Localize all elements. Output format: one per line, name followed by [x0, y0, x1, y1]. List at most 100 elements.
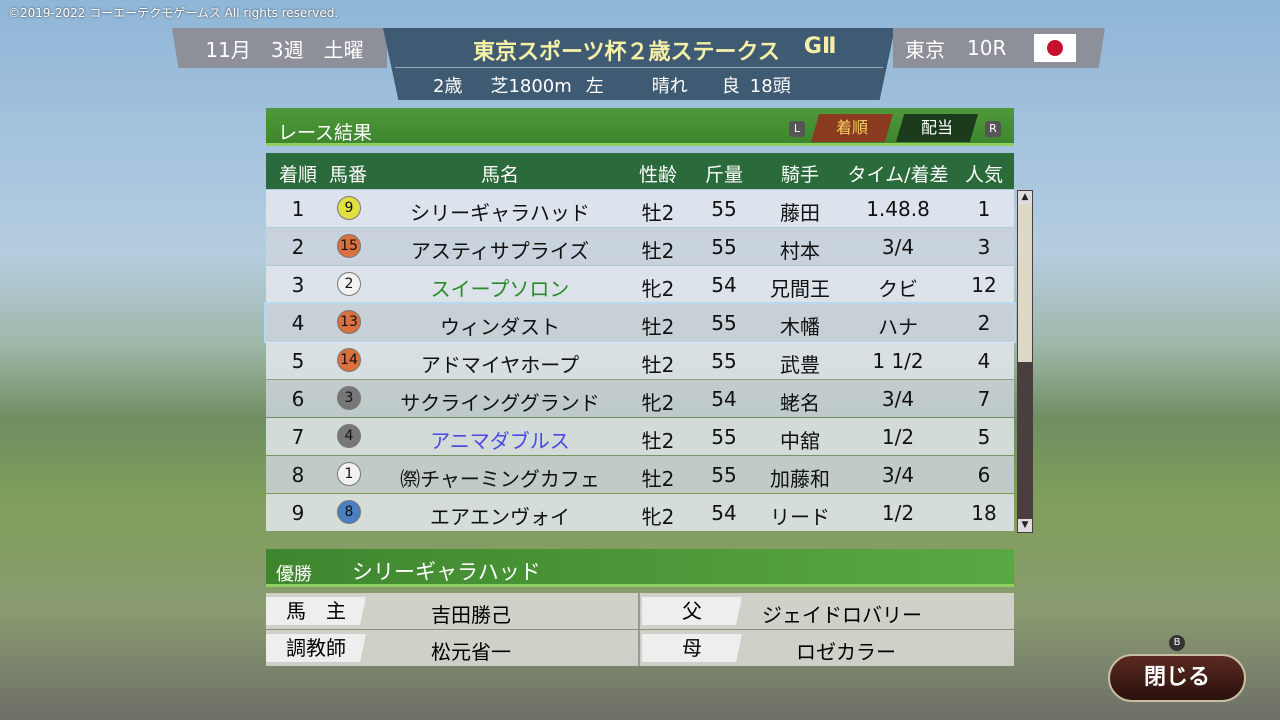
japan-flag-icon: [1034, 34, 1077, 62]
winner-name: シリーギャラハッド: [352, 560, 541, 584]
race-venue: 東京 10R: [893, 28, 1105, 68]
sex-age: 牝2: [641, 391, 675, 415]
horse-name: エアエンヴォイ: [430, 505, 570, 529]
time-margin: 3/4: [881, 235, 915, 259]
month: 11月: [205, 37, 251, 62]
carried-weight: 55: [711, 235, 737, 259]
time-margin: 1.48.8: [866, 197, 930, 221]
horse-number-badge: 14: [337, 348, 361, 372]
table-row[interactable]: 4 ウィンダスト 牡2 55 木幡 ハナ 2 13: [264, 302, 1016, 343]
r-key-icon: R: [985, 121, 1001, 137]
horse-name: アドマイヤホープ: [420, 353, 580, 377]
horse-name: ㉀チャーミングカフェ: [400, 467, 600, 491]
trainer-label: 調教師: [266, 634, 366, 662]
dam-value: ロゼカラー: [796, 640, 896, 664]
table-row[interactable]: 6 サクラインググランド 牝2 54 蛯名 3/4 7 3: [266, 380, 1014, 417]
sex-age: 牡2: [641, 239, 675, 263]
table-row[interactable]: 7 アニマダブルス 牡2 55 中舘 1/2 5 4: [266, 418, 1014, 455]
b-key-icon: B: [1169, 635, 1185, 651]
table-row[interactable]: 9 エアエンヴォイ 牝2 54 リード 1/2 18 8: [266, 494, 1014, 531]
race-number: 10R: [967, 36, 1007, 60]
info-row-owner: 馬 主 吉田勝己 父 ジェイドロバリー: [266, 593, 1014, 629]
col-pos: 着順: [278, 164, 318, 186]
horse-name: シリーギャラハッド: [410, 201, 590, 225]
col-name: 馬名: [480, 164, 520, 186]
time-margin: 1/2: [881, 501, 915, 525]
winner-bar: 優勝 シリーギャラハッド: [266, 549, 1014, 587]
popularity: 5: [977, 425, 991, 449]
race-date: 11月 3週 土曜: [172, 28, 387, 68]
finish-position: 8: [291, 463, 305, 487]
week: 3週: [270, 37, 304, 62]
horse-name: ウィンダスト: [440, 315, 560, 339]
jockey: 加藤和: [770, 467, 830, 491]
carried-weight: 54: [711, 273, 737, 297]
venue: 東京: [905, 37, 945, 62]
sire-label: 父: [642, 597, 742, 625]
col-num: 馬番: [328, 164, 368, 186]
carried-weight: 54: [711, 501, 737, 525]
popularity: 1: [977, 197, 991, 221]
popularity: 6: [977, 463, 991, 487]
table-header: 着順 馬番 馬名 性齢 斤量 騎手 タイム/着差 人気: [266, 153, 1014, 189]
dam-label: 母: [642, 634, 742, 662]
scroll-down-icon[interactable]: ▼: [1018, 519, 1032, 532]
info-row-trainer: 調教師 松元省一 母 ロゼカラー: [266, 630, 1014, 666]
race-grade: GⅡ: [803, 34, 837, 59]
jockey: 村本: [780, 239, 820, 263]
results-list: 1 シリーギャラハッド 牡2 55 藤田 1.48.8 1 9 2 アスティサプライズ 牡2 55 村本…: [264, 190, 1016, 532]
copyright: ©2019-2022 コーエーテクモゲームス All rights reserv…: [8, 6, 339, 20]
tab-finish-order[interactable]: 着順: [811, 114, 893, 142]
sire-value: ジェイドロバリー: [762, 603, 922, 627]
jockey: リード: [770, 505, 830, 529]
table-row[interactable]: 8 ㉀チャーミングカフェ 牡2 55 加藤和 3/4 6 1: [266, 456, 1014, 493]
sex-age: 牡2: [641, 353, 675, 377]
finish-position: 1: [291, 197, 305, 221]
sex-age: 牡2: [641, 315, 675, 339]
finish-position: 3: [291, 273, 305, 297]
owner-value: 吉田勝己: [431, 603, 511, 627]
carried-weight: 54: [711, 387, 737, 411]
trainer-value: 松元省一: [431, 640, 511, 664]
condition-course: 芝1800m: [490, 76, 572, 97]
condition-weather: 晴れ: [651, 76, 688, 97]
sex-age: 牡2: [641, 429, 675, 453]
time-margin: 3/4: [881, 463, 915, 487]
tab-payout[interactable]: 配当: [896, 114, 978, 142]
finish-position: 7: [291, 425, 305, 449]
table-row[interactable]: 5 アドマイヤホープ 牡2 55 武豊 1 1/2 4 14: [266, 342, 1014, 379]
horse-name: アニマダブルス: [430, 429, 570, 453]
table-row[interactable]: 2 アスティサプライズ 牡2 55 村本 3/4 3 15: [266, 228, 1014, 265]
table-row[interactable]: 3 スイープソロン 牝2 54 兄間王 クビ 12 2: [266, 266, 1014, 303]
carried-weight: 55: [711, 311, 737, 335]
condition-field-size: 18頭: [749, 76, 791, 97]
scrollbar[interactable]: ▲ ▼: [1017, 190, 1033, 533]
table-row[interactable]: 1 シリーギャラハッド 牡2 55 藤田 1.48.8 1 9: [266, 190, 1014, 227]
horse-number-badge: 13: [337, 310, 361, 334]
popularity: 7: [977, 387, 991, 411]
jockey: 中舘: [780, 429, 820, 453]
horse-number-badge: 15: [337, 234, 361, 258]
day: 土曜: [323, 37, 364, 62]
finish-position: 4: [291, 311, 305, 335]
finish-position: 2: [291, 235, 305, 259]
col-weight: 斤量: [704, 164, 744, 186]
close-button[interactable]: 閉じる: [1108, 654, 1246, 702]
condition-direction: 左: [585, 76, 604, 97]
sex-age: 牡2: [641, 201, 675, 225]
sex-age: 牝2: [641, 505, 675, 529]
horse-name: サクラインググランド: [400, 391, 600, 415]
time-margin: クビ: [878, 277, 918, 301]
sex-age: 牝2: [641, 277, 675, 301]
results-panel-header: レース結果 L 着順 配当 R: [266, 108, 1014, 146]
scrollbar-thumb[interactable]: [1018, 204, 1032, 362]
popularity: 18: [971, 501, 997, 525]
jockey: 武豊: [780, 353, 820, 377]
sex-age: 牡2: [641, 467, 675, 491]
jockey: 兄間王: [770, 277, 830, 301]
jockey: 藤田: [780, 201, 820, 225]
divider: [395, 67, 883, 68]
scroll-up-icon[interactable]: ▲: [1018, 191, 1032, 204]
horse-number-badge: 9: [337, 196, 361, 220]
divider: [638, 630, 640, 666]
